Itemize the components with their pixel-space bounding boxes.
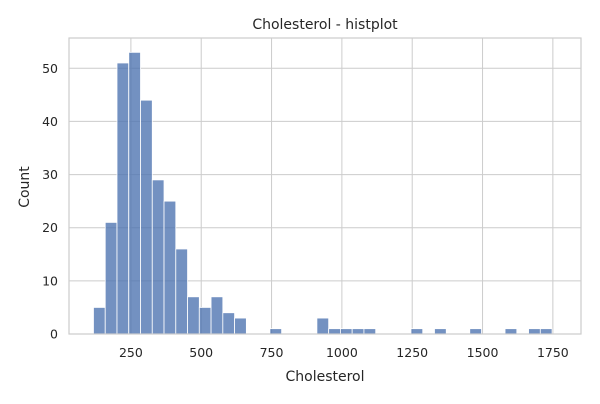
- histogram-bar: [351, 328, 365, 335]
- y-tick-label: 50: [42, 61, 58, 76]
- chart-title: Cholesterol - histplot: [252, 17, 398, 33]
- histogram-bar: [128, 51, 141, 335]
- y-tick-label: 10: [42, 273, 58, 288]
- histogram-bar: [434, 328, 447, 335]
- histogram-bar: [151, 179, 165, 335]
- histogram-bar: [175, 248, 188, 335]
- histogram-bars: [93, 51, 553, 335]
- histogram-bar: [410, 328, 424, 335]
- histogram-bar: [234, 317, 247, 335]
- x-tick-label: 1250: [396, 345, 428, 360]
- x-axis-ticks: 250 500 750 1000 1250 1500 1750: [119, 345, 569, 360]
- y-tick-label: 30: [42, 167, 58, 182]
- x-tick-label: 1500: [467, 345, 499, 360]
- histogram-bar: [539, 328, 553, 335]
- histogram-bar: [504, 328, 518, 335]
- histogram-bar: [104, 222, 118, 335]
- histogram-bar: [363, 328, 377, 335]
- x-tick-label: 250: [119, 345, 143, 360]
- histogram-bar: [198, 307, 212, 335]
- histogram-bar: [222, 312, 235, 335]
- y-tick-label: 40: [42, 114, 58, 129]
- x-axis-label: Cholesterol: [285, 369, 364, 385]
- x-tick-label: 500: [189, 345, 213, 360]
- grid: [69, 38, 581, 335]
- x-tick-label: 1750: [537, 345, 569, 360]
- plot-frame: [68, 37, 582, 335]
- histogram-bar: [116, 62, 130, 335]
- histogram-bar: [187, 296, 200, 335]
- histogram-bar: [316, 317, 330, 335]
- histogram-bar: [340, 328, 353, 335]
- histogram-bar: [469, 328, 482, 335]
- histogram-bar: [269, 328, 283, 335]
- x-tick-label: 750: [260, 345, 284, 360]
- histogram-bar: [328, 328, 341, 335]
- y-axis-label: Count: [17, 166, 33, 208]
- histogram-bar: [140, 99, 153, 335]
- y-tick-label: 20: [42, 220, 58, 235]
- y-tick-label: 0: [50, 327, 58, 342]
- histogram-bar: [163, 200, 177, 335]
- y-axis-ticks: 0 10 20 30 40 50: [42, 61, 58, 342]
- x-tick-label: 1000: [326, 345, 358, 360]
- histogram-bar: [93, 307, 106, 335]
- histogram-bar: [528, 328, 541, 335]
- histogram-bar: [210, 296, 224, 335]
